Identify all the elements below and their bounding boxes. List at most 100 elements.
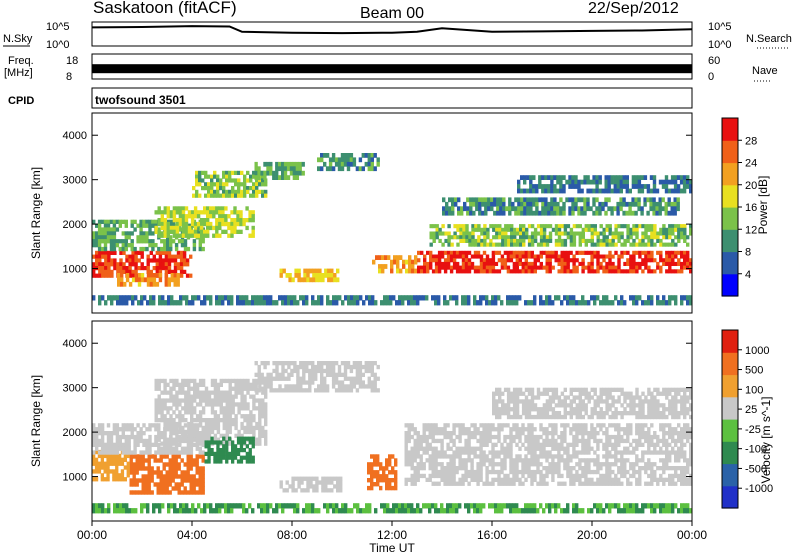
power-cell: [628, 206, 632, 212]
velocity-cell: [434, 438, 438, 444]
velocity-cell: [524, 466, 528, 471]
velocity-cell: [275, 364, 279, 370]
velocity-cell: [632, 438, 636, 444]
velocity-cell: [416, 454, 420, 459]
velocity-cell: [551, 423, 555, 428]
power-cell: [497, 258, 502, 263]
velocity-cell: [677, 434, 681, 440]
velocity-cell: [174, 427, 179, 432]
velocity-cell: [584, 438, 588, 444]
power-cell: [523, 179, 527, 185]
velocity-cell: [266, 361, 270, 366]
velocity-cell: [551, 431, 555, 436]
velocity-cell: [605, 473, 609, 479]
power-cell: [154, 243, 158, 248]
velocity-cell: [443, 454, 447, 459]
velocity-cell: [533, 434, 537, 440]
velocity-cell: [521, 473, 525, 479]
power-cell: [547, 184, 551, 189]
velocity-cell: [252, 394, 256, 399]
velocity-cell: [373, 361, 377, 366]
power-cell: [255, 186, 259, 191]
power-cell: [124, 219, 128, 224]
power-cell: [611, 261, 615, 266]
power-cell: [166, 206, 170, 211]
power-cell: [419, 295, 423, 301]
velocity-cell: [163, 382, 167, 387]
power-cell: [252, 174, 256, 179]
velocity-cell: [431, 434, 435, 440]
power-cell: [341, 300, 345, 306]
velocity-cell: [154, 402, 158, 407]
velocity-cell: [97, 431, 102, 436]
velocity-cell: [263, 384, 267, 389]
velocity-cell: [129, 482, 133, 487]
power-cell: [305, 295, 309, 301]
velocity-cell: [674, 469, 678, 475]
velocity-cell: [157, 437, 161, 442]
velocity-cell: [207, 398, 212, 403]
velocity-cell: [560, 434, 564, 440]
power-cell: [441, 231, 445, 236]
velocity-cell: [258, 410, 262, 415]
power-cell: [644, 254, 648, 259]
velocity-cell: [644, 481, 648, 486]
power-cell: [595, 206, 599, 212]
power-cell: [479, 269, 484, 274]
velocity-cell: [233, 444, 238, 449]
velocity-cell: [112, 461, 116, 466]
power-cell: [100, 231, 105, 236]
power-cell: [343, 153, 348, 158]
power-cell: [292, 161, 296, 167]
velocity-region-0: [129, 454, 205, 495]
power-cell: [674, 250, 678, 255]
power-cell: [257, 295, 261, 301]
velocity-cell: [106, 434, 111, 440]
velocity-cell: [228, 451, 232, 456]
power-cell: [124, 235, 128, 240]
power-cell: [190, 221, 195, 227]
velocity-cell: [97, 438, 102, 444]
velocity-cell: [222, 410, 226, 415]
velocity-cell: [376, 364, 380, 370]
velocity-cell: [127, 438, 131, 444]
power-cell: [619, 175, 623, 180]
velocity-cell: [314, 368, 318, 374]
velocity-cell: [515, 427, 519, 432]
power-cell: [201, 178, 205, 183]
power-cell: [449, 265, 454, 270]
velocity-cell: [358, 372, 363, 377]
power-cell: [254, 166, 258, 172]
velocity-cell: [234, 382, 238, 387]
velocity-cell: [249, 394, 253, 399]
power-cell: [174, 246, 179, 252]
power-cell: [595, 197, 599, 203]
velocity-cell: [370, 482, 374, 487]
power-cell: [218, 214, 222, 219]
velocity-cell: [539, 469, 543, 475]
velocity-cell: [358, 376, 363, 381]
velocity-cell: [225, 429, 229, 435]
power-cell: [128, 262, 132, 267]
power-cell: [243, 174, 247, 179]
power-cell: [559, 175, 563, 180]
velocity-cell: [608, 469, 612, 475]
power-cell: [644, 224, 648, 229]
power-cell: [614, 265, 618, 270]
velocity-cell: [177, 462, 181, 467]
velocity-cell: [446, 469, 450, 475]
velocity-cell: [187, 382, 191, 387]
power-cell: [619, 188, 623, 194]
velocity-cell: [446, 446, 450, 451]
power-cell: [340, 157, 345, 163]
velocity-cell: [198, 402, 203, 407]
velocity-cell: [198, 410, 203, 415]
velocity-cell: [527, 423, 531, 428]
power-cell: [527, 224, 532, 229]
velocity-cell: [198, 486, 202, 491]
velocity-cell: [370, 478, 374, 483]
power-cell: [524, 258, 528, 263]
power-cell: [163, 206, 167, 211]
velocity-cell: [190, 418, 194, 423]
power-cell: [559, 197, 563, 203]
